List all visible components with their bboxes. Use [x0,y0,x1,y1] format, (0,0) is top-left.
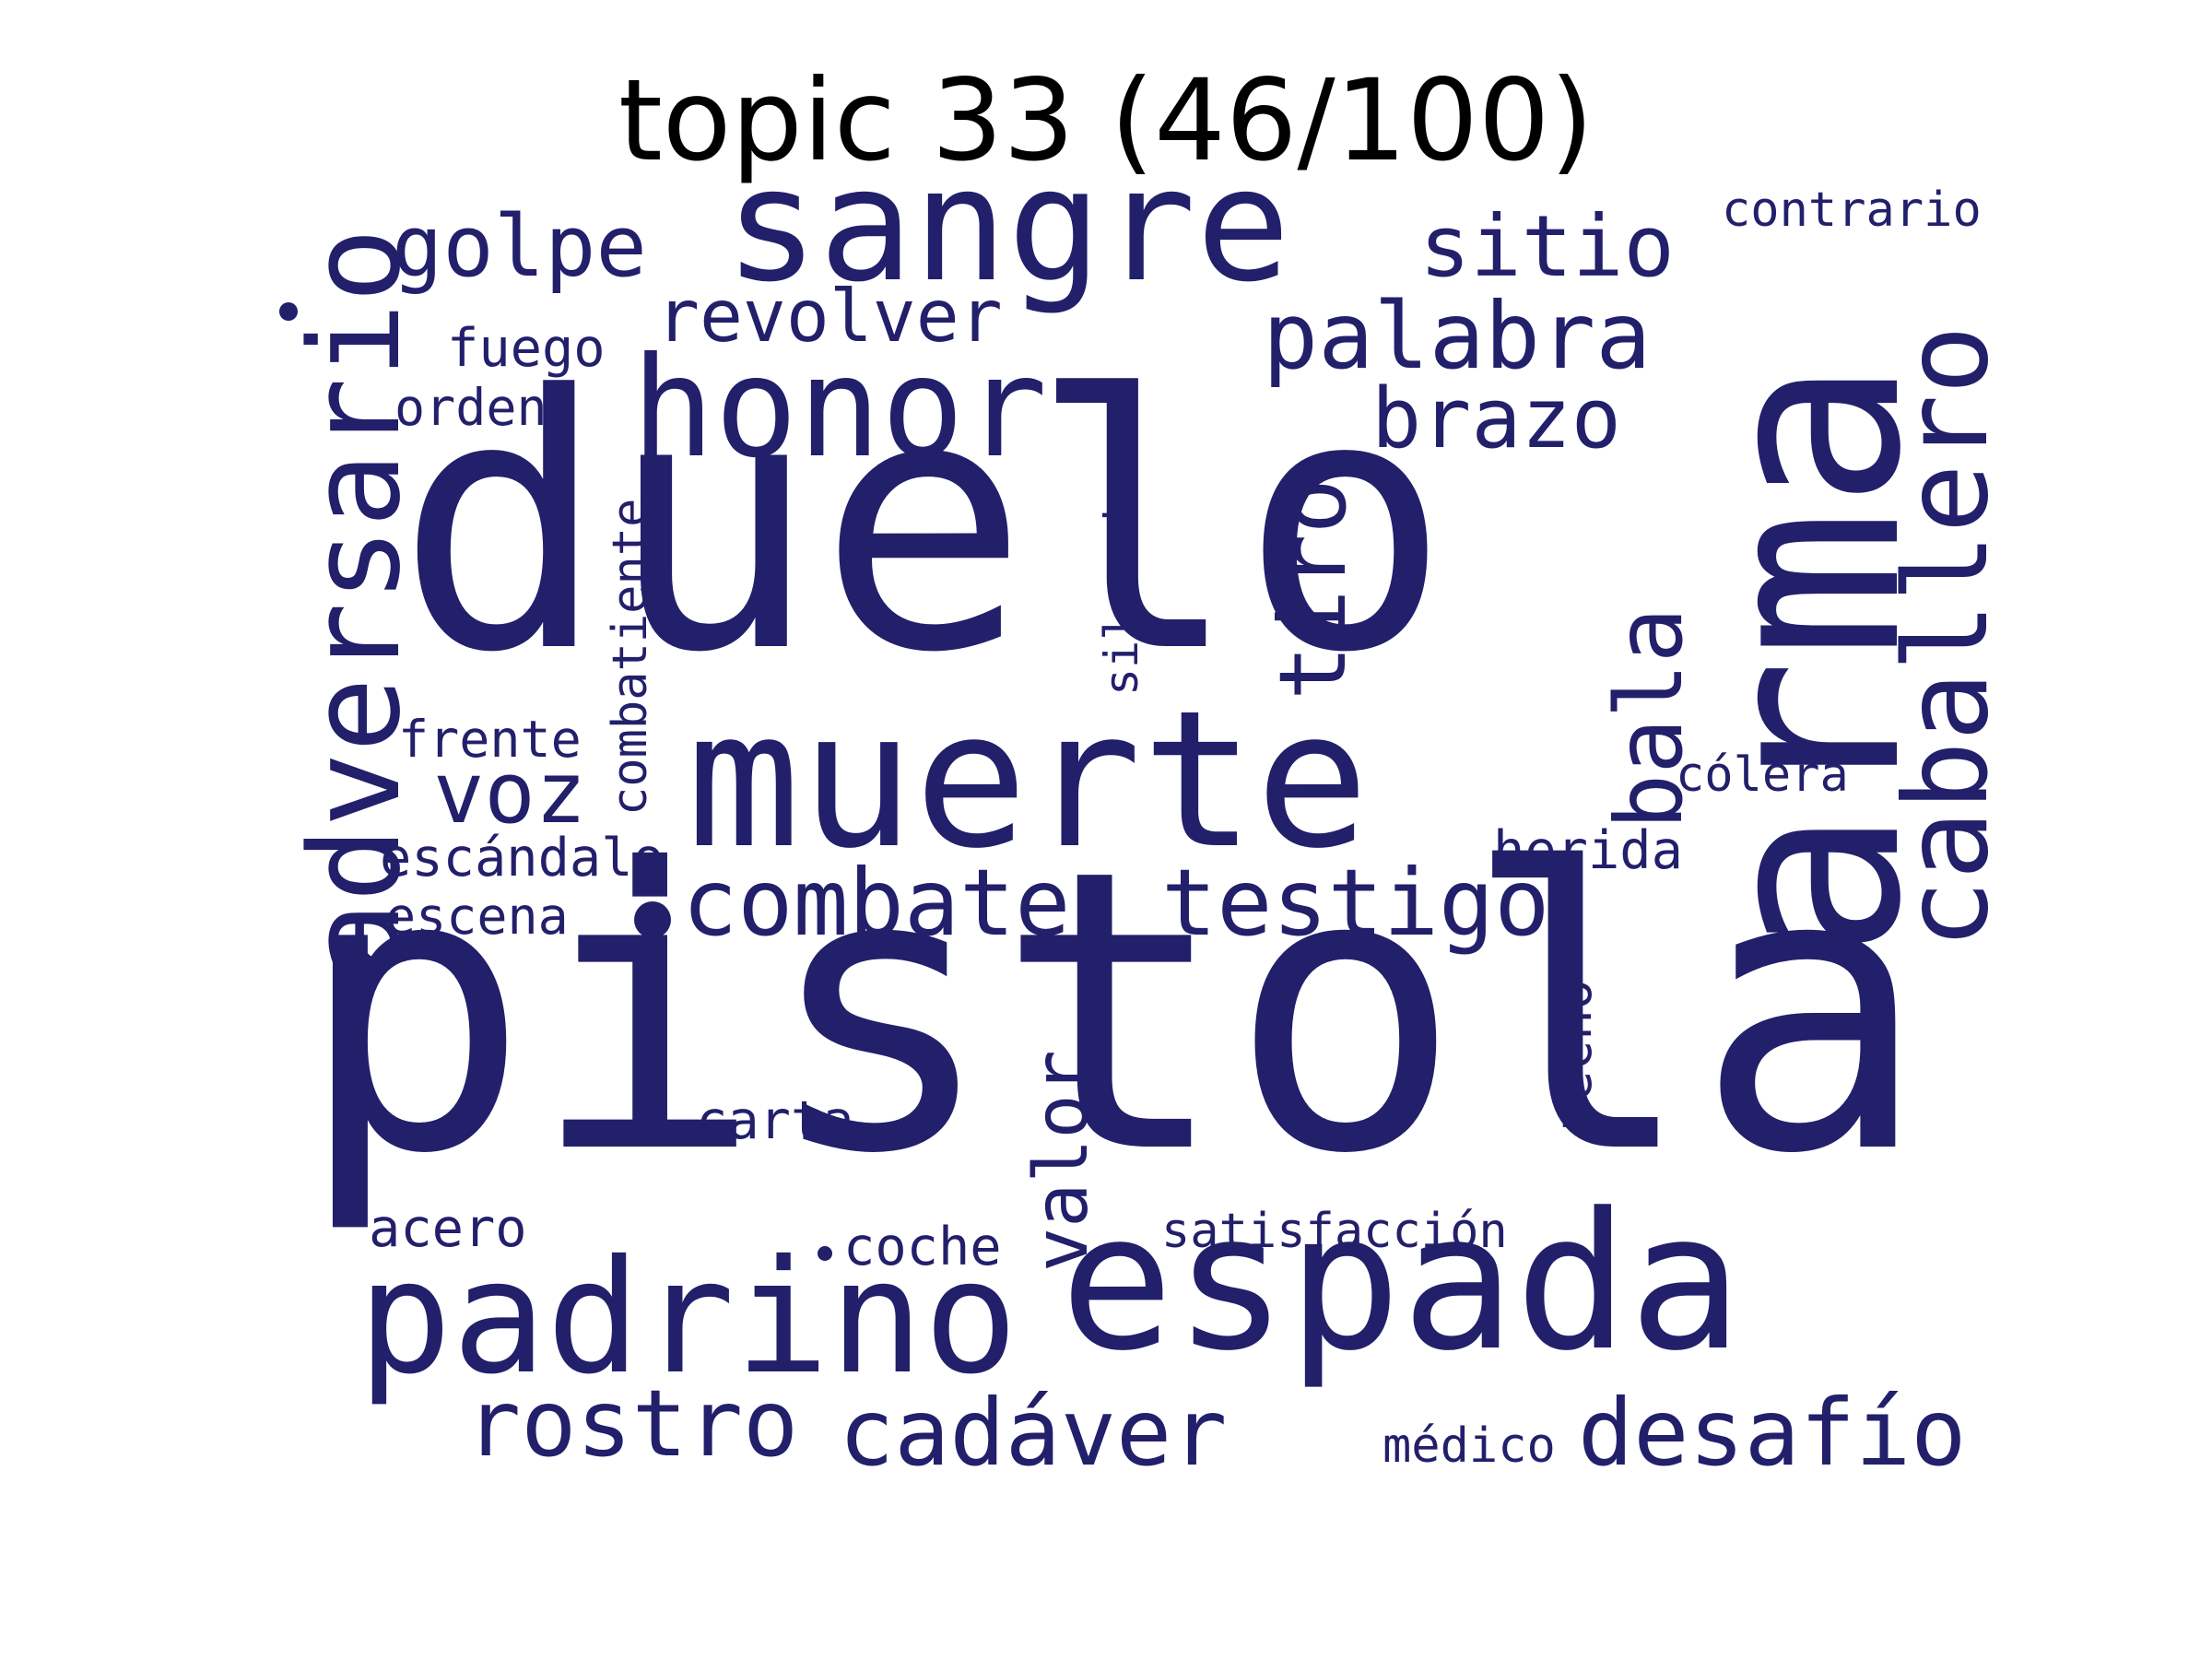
word-coche: coche [843,1217,1002,1277]
word-escena: escena [385,887,569,946]
word-padrino: padrino [358,1227,1018,1409]
word-carta: carta [696,1090,854,1151]
word-caballero: caballero [1880,324,2014,949]
word-adversario: adversario [283,228,428,977]
word-tiro: tiro [1259,478,1367,700]
word-testigo: testigo [1161,849,1550,957]
word-frente: frente [398,710,582,769]
word-espada: espada [1060,1173,1743,1393]
word-sitio: sitio [1419,197,1675,296]
word-desafio: desafío [1578,1379,1967,1487]
word-valor: valor [1018,1050,1104,1272]
word-escandalo: escándalo [380,828,665,888]
page-title: topic 33 (46/100) [618,55,1594,186]
word-cadaver: cadáver [839,1379,1228,1487]
word-medico: médico [1382,1418,1556,1474]
word-fuego: fuego [447,318,606,379]
word-colera: cólera [1676,747,1849,803]
word-silencio: silencio [1095,474,1148,696]
word-golpe: golpe [392,197,647,296]
word-muerte: muerte [687,671,1370,890]
word-brazo: brazo [1371,371,1621,467]
word-contrario: contrario [1722,182,1982,238]
word-combate: combate [682,849,1071,957]
word-satisfaccion: satisfacción [1161,1204,1508,1259]
word-pecho: pecho [1544,979,1603,1132]
word-orden: orden [394,378,547,437]
word-voz: voz [433,744,587,842]
word-sangre: sangre [724,135,1291,317]
stray-dot-left [279,302,298,321]
word-rostro: rostro [465,1370,799,1477]
word-combatiente: combatiente [603,498,658,816]
word-revolver: revolver [656,276,1003,359]
word-honor: honor [631,328,1048,488]
word-bala: bala [1595,607,1703,830]
word-acero: acero [369,1198,527,1259]
stray-dot-coche [818,1246,832,1261]
word-duelo: duelo [396,321,1451,729]
stray-dot-combate [634,901,671,938]
word-palabra: palabra [1263,282,1652,390]
word-pistola: pistola [297,788,1929,1239]
word-herida: herida [1493,820,1683,881]
